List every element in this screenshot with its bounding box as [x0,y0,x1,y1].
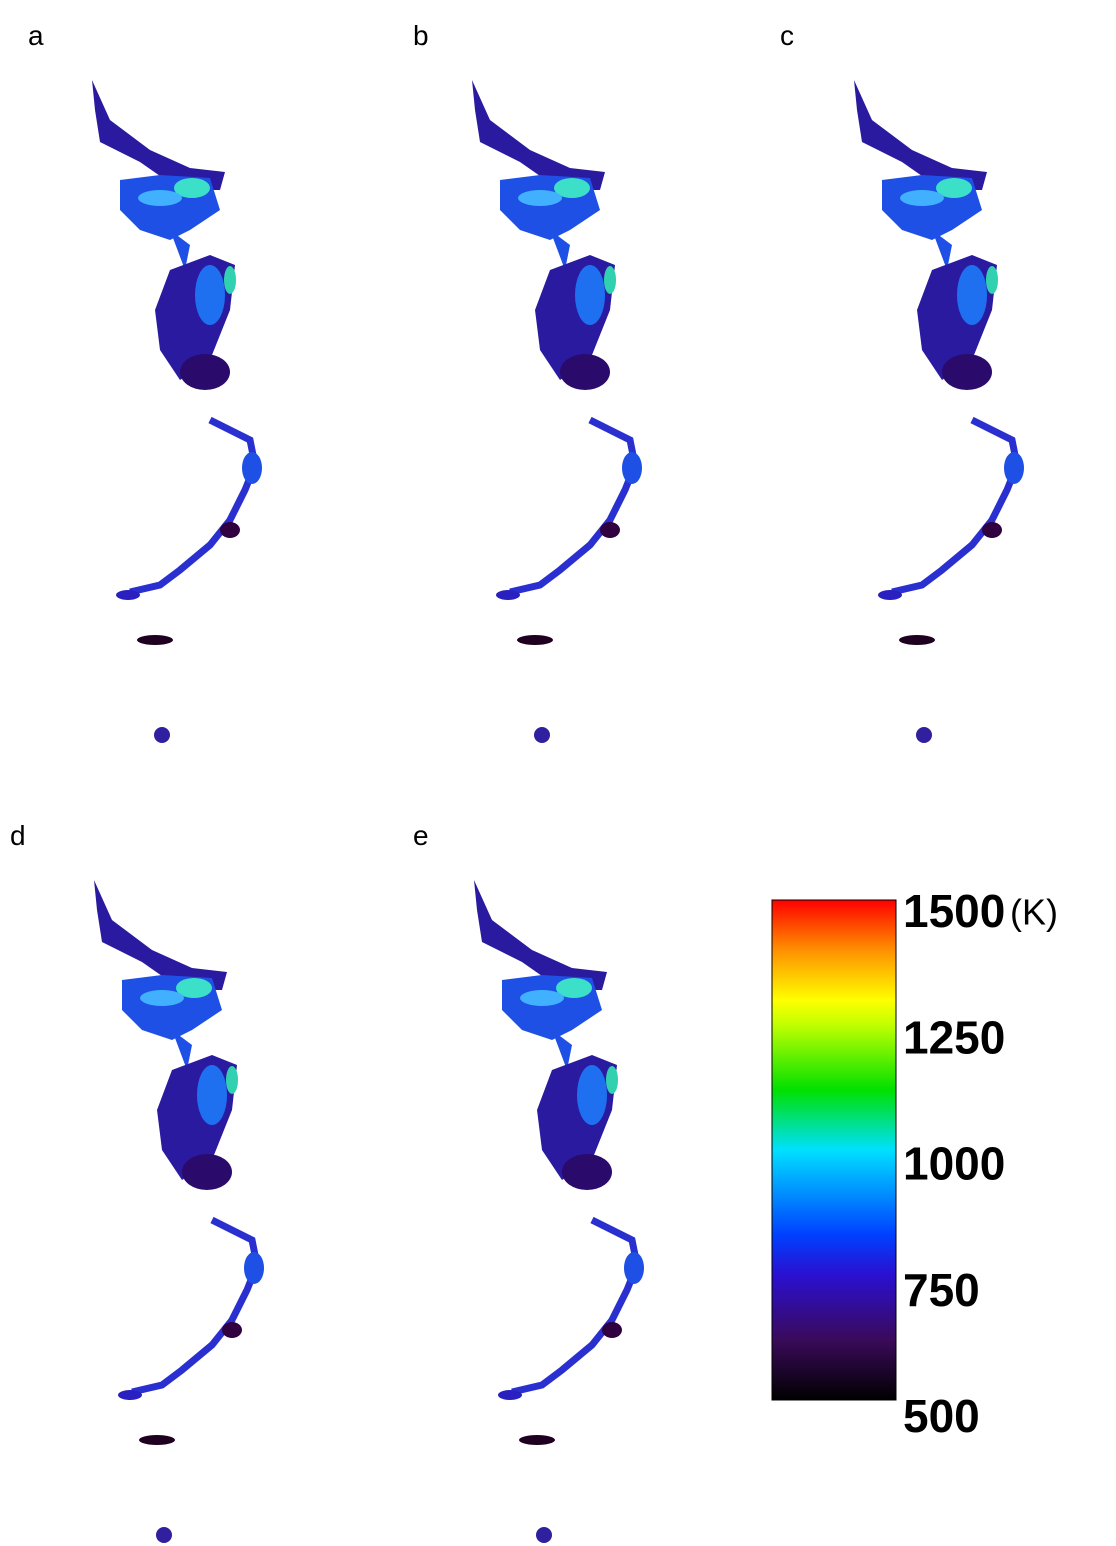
map [472,80,642,743]
map [854,80,1024,743]
map [94,880,264,1543]
panel-label: c [780,20,794,51]
colorbar-tick-label: 1500 [903,885,1005,937]
panel-label: a [28,20,44,51]
colorbar [771,899,897,1401]
map [474,880,644,1543]
panel-label: b [413,20,429,51]
colorbar-tick-label: 1250 [903,1011,1005,1063]
panel-label: e [413,820,429,851]
colorbar-tick-label: 750 [903,1264,980,1316]
unit-label: (K) [1010,892,1058,933]
panel-label: d [10,820,26,851]
colorbar-tick-label: 1000 [903,1138,1005,1190]
colorbar-tick-label: 500 [903,1390,980,1442]
map [92,80,262,743]
